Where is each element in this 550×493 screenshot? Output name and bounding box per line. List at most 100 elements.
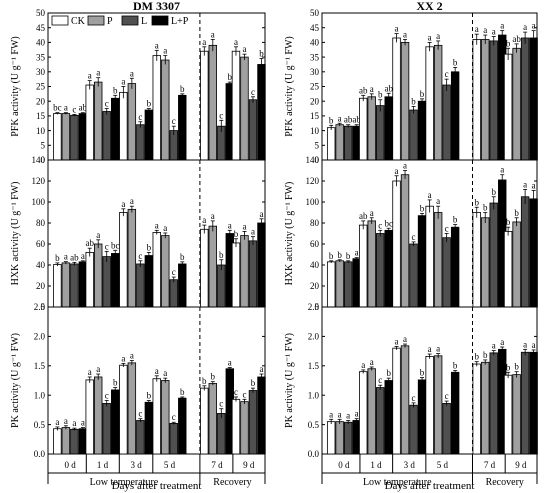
bar [103,403,111,454]
significance-letter: b [55,253,60,263]
y-tick-label: 1.0 [308,390,320,400]
bar [209,383,217,454]
significance-letter: ab [359,211,368,221]
significance-letter: a [155,366,159,376]
significance-letter: b [147,390,152,400]
x-tick-label: 1 d [97,460,109,470]
y-axis-label: PFK activity (U g⁻¹ FW) [284,36,295,137]
bar [434,45,442,160]
significance-letter: ab [85,238,94,248]
bar [258,223,266,307]
bar [336,261,344,307]
significance-letter: b [420,89,425,99]
panel-r0-c1: 0 5 10 15 20 25 30 35 40 45 50 PFK activity (U g⁻¹ … [284,0,537,165]
bar [426,206,434,307]
y-tick-label: 30 [310,67,320,77]
bar [473,213,481,308]
panel-title: XX 2 [416,0,442,13]
bar [241,402,249,454]
significance-letter: a [428,344,432,354]
significance-letter: b [234,229,239,239]
bar [418,101,426,160]
significance-letter: a [500,337,504,347]
bar [209,45,217,160]
bar [71,264,79,307]
bar [71,429,79,454]
bar [336,422,344,454]
x-tick-label: 5 d [437,460,449,470]
significance-letter: b [474,352,479,362]
bar [111,253,119,307]
bar [200,388,208,454]
bar [327,422,335,454]
bar [178,95,186,160]
significance-letter: a [523,339,527,349]
legend-swatch [88,16,104,25]
y-axis-label: HXK activity (U g⁻¹ FW) [284,182,295,286]
bar [327,128,335,160]
bar [376,106,384,160]
significance-letter: a [436,31,440,41]
bar [54,264,62,307]
y-axis-label: PK activity (U g⁻¹ FW) [284,333,295,428]
significance-letter: b [147,242,152,252]
significance-letter: b [180,387,185,397]
bar [434,213,442,308]
significance-letter: b [506,362,511,372]
bar [249,100,257,160]
significance-letter: ab [70,252,79,262]
significance-letter: a [532,180,536,190]
bar [153,56,161,160]
bar [178,398,186,454]
panel-r2-c0: 0.00.51.01.52.02.5PK activity (U g⁻¹ FW)… [10,302,265,492]
x-tick-label: 3 d [404,460,416,470]
significance-letter: ab [359,85,368,95]
significance-letter: a [370,357,374,367]
bar [217,413,225,454]
significance-letter: a [163,368,167,378]
significance-letter: b [346,251,351,261]
y-tick-label: 15 [310,111,320,121]
significance-letter: b [113,378,118,388]
panel-r1-c1: 020406080100120140HXK activity (U g⁻¹ FW… [284,155,537,312]
y-tick-label: 10 [36,126,46,136]
significance-letter: a [346,410,350,420]
y-tick-label: 50 [36,8,46,18]
significance-letter: a [500,165,504,175]
y-tick-label: 80 [310,218,320,228]
bar [103,111,111,160]
significance-letter: a [96,364,100,374]
y-axis-label: PFK activity (U g⁻¹ FW) [10,36,21,137]
bar [359,372,367,454]
significance-letter: a [532,340,536,350]
x-tick-label: 0 d [65,460,77,470]
y-tick-label: 1.5 [34,361,46,371]
significance-letter: a [64,416,68,426]
significance-letter: a [234,37,238,47]
y-tick-label: 140 [306,155,320,165]
significance-letter: bc [384,218,393,228]
y-axis-label: HXK activity (U g⁻¹ FW) [10,182,21,286]
significance-letter: b [251,378,256,388]
bar [473,39,481,160]
significance-letter: a [202,37,206,47]
y-tick-label: 45 [36,23,46,33]
significance-letter: a [355,248,359,258]
bar [359,98,367,160]
y-tick-label: 2.0 [308,332,320,342]
bar [111,390,119,454]
bar [161,60,169,160]
bar [86,85,94,160]
y-tick-label: 0.0 [308,449,320,459]
significance-letter: a [251,227,255,237]
legend: CK P L L+P [52,16,189,27]
bar [393,348,401,454]
y-tick-label: 100 [306,197,320,207]
bar [86,380,94,454]
y-tick-label: 2.0 [34,332,46,342]
significance-letter: a [64,103,68,113]
significance-letter: a [96,230,100,240]
significance-letter: b [514,362,519,372]
significance-letter: b [180,84,185,94]
y-tick-label: 30 [36,67,46,77]
